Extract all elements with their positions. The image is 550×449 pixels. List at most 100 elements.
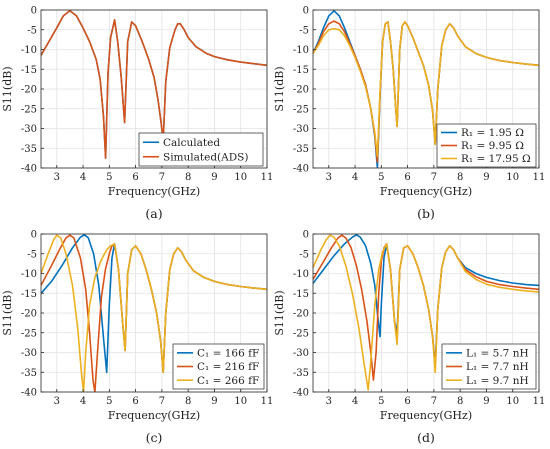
x-tick-label: 4 [352,396,358,407]
x-tick-label: 6 [132,396,138,407]
x-tick-label: 11 [533,396,546,407]
x-tick-label: 5 [378,172,384,183]
x-tick-label: 9 [483,172,489,183]
legend-entry: C₁ = 166 fF [197,348,259,360]
y-tick-label: -10 [21,269,37,280]
legend-entry: L₁ = 5.7 nH [466,348,529,360]
x-tick-label: 8 [185,172,191,183]
x-tick-label: 6 [132,172,138,183]
series-line-3 [313,234,539,391]
x-tick-label: 3 [326,172,332,183]
legend-entry: R₁ = 9.95 Ω [461,140,524,152]
y-tick-label: -40 [21,164,37,175]
panel-label: (b) [417,206,435,221]
x-tick-label: 9 [211,172,217,183]
x-tick-label: 8 [185,396,191,407]
y-tick-label: -5 [27,25,37,36]
x-tick-label: 7 [431,396,437,407]
panel-c: 3 4 5 6 7 8 9 10 11 0 -5 -10 -15 -20 -25 -30 -35 -40 Frequ… [1,230,273,446]
x-tick-label: 8 [457,396,463,407]
panel-label: (d) [417,430,435,445]
x-tick-label: 9 [483,396,489,407]
y-tick-label: -5 [27,249,37,260]
x-tick-label: 3 [326,396,332,407]
panel-d: 3 4 5 6 7 8 9 10 11 0 -5 -10 -15 -20 -25 -30 -35 -40 Frequ… [273,230,545,446]
x-tick-label: 5 [106,396,112,407]
panel-label: (a) [145,206,162,221]
panel-label: (c) [146,430,163,445]
legend-entry: L₁ = 9.7 nH [466,375,529,387]
series-line-2 [41,10,267,159]
x-tick-label: 10 [234,396,247,407]
panel-a: 3 4 5 6 7 8 9 10 11 0 -5 -10 -15 -20 -25 -30 -35 -40 Frequ… [1,6,273,222]
legend-entry: Calculated [163,137,220,149]
legend: Calculated Simulated(ADS) [138,132,264,167]
y-tick-label: -10 [293,45,309,56]
x-tick-label: 8 [457,172,463,183]
x-tick-label: 10 [506,396,519,407]
y-tick-label: -15 [21,289,37,300]
x-tick-label: 11 [261,396,274,407]
x-tick-label: 7 [431,172,437,183]
y-tick-label: -10 [293,269,309,280]
y-tick-label: -40 [21,388,37,399]
y-tick-label: -35 [21,368,37,379]
legend-entry: R₁ = 17.95 Ω [461,153,531,165]
legend-entry: C₁ = 216 fF [197,361,259,373]
x-tick-label: 3 [54,172,60,183]
y-tick-label: -5 [299,25,309,36]
y-tick-label: -25 [21,104,37,115]
x-tick-label: 7 [159,172,165,183]
series-line-3 [313,21,539,157]
y-tick-label: -30 [21,348,37,359]
series-line-3 [41,234,267,392]
x-axis-label: Frequency(GHz) [108,185,200,198]
legend-entry: C₁ = 266 fF [197,375,259,387]
y-tick-label: 0 [303,6,309,17]
y-tick-label: -20 [21,309,37,320]
legend-entry: Simulated(ADS) [163,151,248,163]
x-tick-label: 3 [54,396,60,407]
x-tick-label: 6 [404,172,410,183]
legend-box [138,132,264,167]
legend-entry: R₁ = 1.95 Ω [461,127,524,139]
y-tick-label: -25 [293,328,309,339]
legend-entry: L₁ = 7.7 nH [466,361,529,373]
y-tick-label: 0 [31,230,37,241]
y-tick-label: -5 [299,249,309,260]
y-tick-label: -35 [21,144,37,155]
y-axis-label: S11(dB) [1,66,14,111]
x-tick-label: 5 [106,172,112,183]
x-tick-label: 4 [80,396,86,407]
y-tick-label: 0 [303,230,309,241]
y-tick-label: -35 [293,368,309,379]
y-tick-label: 0 [31,6,37,17]
y-axis-label: S11(dB) [1,290,14,335]
x-tick-label: 11 [261,172,274,183]
x-tick-label: 4 [352,172,358,183]
x-tick-label: 5 [378,396,384,407]
x-tick-label: 10 [234,172,247,183]
y-axis-label: S11(dB) [273,290,286,335]
y-tick-label: -30 [293,124,309,135]
y-tick-label: -20 [21,85,37,96]
legend: R₁ = 1.95 ΩR₁ = 9.95 ΩR₁ = 17.95 Ω [436,123,537,168]
x-axis-label: Frequency(GHz) [108,409,200,422]
y-tick-label: -25 [293,104,309,115]
y-tick-label: -15 [293,65,309,76]
x-tick-label: 4 [80,172,86,183]
x-tick-label: 9 [211,396,217,407]
x-tick-label: 6 [404,396,410,407]
y-tick-label: -20 [293,85,309,96]
y-tick-label: -40 [293,388,309,399]
x-tick-label: 7 [159,396,165,407]
y-tick-label: -25 [21,328,37,339]
y-tick-label: -15 [293,289,309,300]
y-tick-label: -30 [21,124,37,135]
y-tick-label: -15 [21,65,37,76]
y-axis-label: S11(dB) [273,66,286,111]
x-axis-label: Frequency(GHz) [380,185,472,198]
